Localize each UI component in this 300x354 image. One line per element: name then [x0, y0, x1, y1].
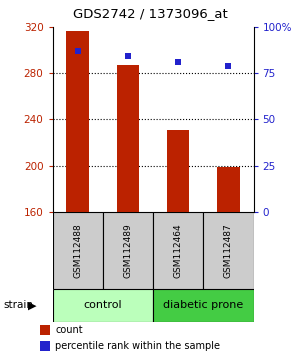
Text: count: count [55, 325, 82, 335]
Bar [52, 212, 103, 289]
Bar [103, 212, 153, 289]
Bar [203, 212, 254, 289]
Bar [117, 65, 139, 212]
Text: GSM112487: GSM112487 [224, 223, 233, 278]
Bar [40, 341, 50, 351]
Bar [40, 325, 50, 335]
Text: control: control [83, 300, 122, 310]
Text: GSM112489: GSM112489 [123, 223, 132, 278]
Bar [52, 289, 153, 322]
Text: GDS2742 / 1373096_at: GDS2742 / 1373096_at [73, 7, 227, 19]
Text: diabetic prone: diabetic prone [163, 300, 243, 310]
Text: ▶: ▶ [28, 300, 36, 310]
Text: strain: strain [3, 300, 33, 310]
Bar [167, 130, 189, 212]
Text: GSM112464: GSM112464 [174, 223, 183, 278]
Bar [217, 167, 240, 212]
Bar [153, 289, 254, 322]
Text: percentile rank within the sample: percentile rank within the sample [55, 341, 220, 351]
Bar [66, 31, 89, 212]
Bar [153, 212, 203, 289]
Text: GSM112488: GSM112488 [73, 223, 82, 278]
